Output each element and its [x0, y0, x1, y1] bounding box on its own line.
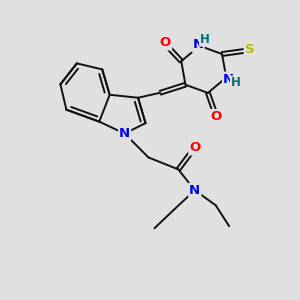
Text: O: O: [160, 37, 171, 50]
Text: N: N: [193, 38, 204, 52]
Text: O: O: [189, 141, 200, 154]
Text: S: S: [245, 43, 254, 56]
Text: N: N: [223, 73, 234, 85]
Text: H: H: [231, 76, 241, 89]
Text: O: O: [210, 110, 222, 123]
Text: N: N: [189, 184, 200, 197]
Text: N: N: [119, 127, 130, 140]
Text: H: H: [200, 33, 210, 46]
